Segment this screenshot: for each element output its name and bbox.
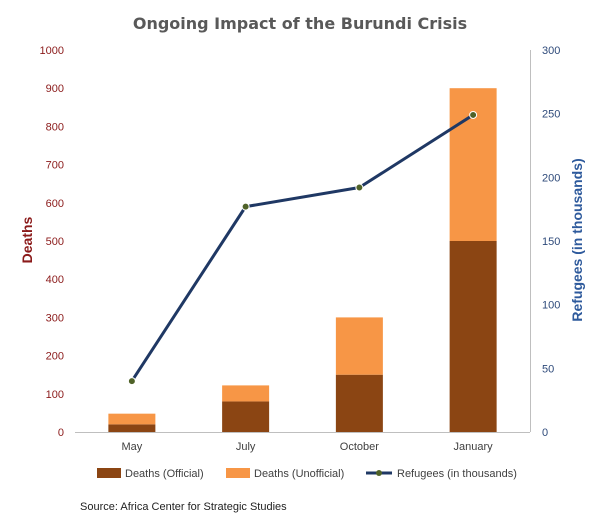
y-axis-title: Deaths — [19, 216, 35, 263]
legend-swatch — [97, 468, 121, 478]
x-tick-label: January — [454, 441, 494, 453]
y-tick-label: 200 — [46, 351, 64, 363]
y-tick-label: 500 — [46, 236, 64, 248]
chart-axes — [75, 50, 531, 433]
bar-series-group — [108, 88, 497, 432]
legend-label: Refugees (in thousands) — [397, 468, 517, 480]
y-tick-label: 100 — [46, 389, 64, 401]
tick-labels-group: 0 100 200 300 400 500 600 700 800 900 1000 0 50 100 15… — [40, 45, 561, 453]
y2-tick-label: 50 — [542, 363, 554, 375]
legend-marker — [376, 470, 382, 476]
y-tick-label: 800 — [46, 121, 64, 133]
refugees-point — [241, 202, 250, 211]
x-tick-label: October — [340, 441, 379, 453]
line-series-group — [127, 110, 478, 386]
bar-segment — [335, 317, 383, 375]
y2-tick-label: 200 — [542, 172, 560, 184]
y2-tick-label: 250 — [542, 109, 560, 121]
source-note: Source: Africa Center for Strategic Stud… — [80, 501, 287, 513]
y2-tick-label: 300 — [542, 45, 560, 57]
legend-swatch — [226, 468, 250, 478]
y-tick-label: 600 — [46, 198, 64, 210]
bar-segment — [335, 374, 383, 432]
legend-label: Deaths (Unofficial) — [254, 468, 344, 480]
legend-label: Deaths (Official) — [125, 468, 204, 480]
y2-tick-label: 0 — [542, 427, 548, 439]
bar-segment — [222, 385, 270, 402]
y-tick-label: 300 — [46, 312, 64, 324]
y-tick-label: 700 — [46, 160, 64, 172]
y-tick-label: 900 — [46, 83, 64, 95]
bar-segment — [222, 401, 270, 432]
chart-title: Ongoing Impact of the Burundi Crisis — [133, 14, 467, 33]
bar-segment — [108, 424, 156, 432]
refugees-line — [130, 113, 474, 382]
bar-segment — [108, 413, 156, 425]
x-tick-label: May — [121, 441, 142, 453]
bar-segment — [449, 241, 497, 432]
chart-legend: Deaths (Official) Deaths (Unofficial) Refu… — [97, 468, 517, 480]
refugees-point — [355, 183, 364, 192]
y2-tick-label: 150 — [542, 236, 560, 248]
x-tick-label: July — [236, 441, 256, 453]
y-tick-label: 0 — [58, 427, 64, 439]
refugees-point — [469, 110, 478, 119]
refugees-point — [127, 377, 136, 386]
y-tick-label: 400 — [46, 274, 64, 286]
y2-axis-title: Refugees (in thousands) — [569, 158, 585, 321]
y-tick-label: 1000 — [40, 45, 64, 57]
y2-tick-label: 100 — [542, 300, 560, 312]
